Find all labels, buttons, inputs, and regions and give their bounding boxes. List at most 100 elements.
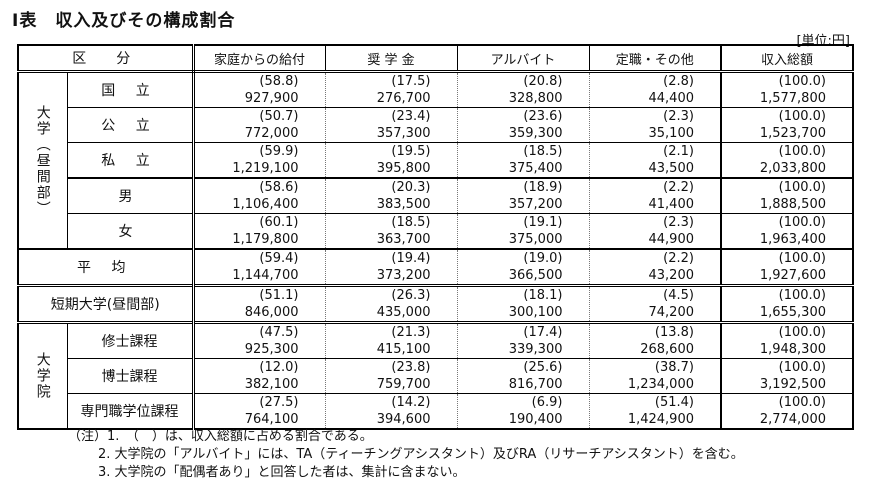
- percent: (50.7): [259, 109, 299, 124]
- group-univ: 大学（昼間部）: [17, 71, 68, 250]
- percent: (12.0): [259, 360, 299, 375]
- percent: (23.6): [523, 109, 563, 124]
- table-row: 女 (60.1) 1,179,800 (18.5) 363,700 (19.1) 375,0…: [18, 213, 854, 250]
- percent: (20.3): [391, 180, 431, 195]
- percent: (25.6): [523, 360, 563, 375]
- value-cell: (19.0) 366,500: [456, 248, 590, 286]
- value-cell: (38.7) 1,234,000: [588, 358, 722, 394]
- amount: 1,106,400: [232, 197, 299, 212]
- percent: (17.4): [523, 325, 563, 340]
- value-cell: (2.8) 44,400: [588, 71, 722, 108]
- value-cell: (100.0) 1,523,700: [720, 107, 854, 143]
- amount: 41,400: [648, 197, 695, 212]
- row-label: 国 立: [66, 71, 195, 108]
- value-cell: (19.4) 373,200: [324, 248, 458, 286]
- value-cell: (58.8) 927,900: [192, 71, 326, 108]
- amount: 1,948,300: [759, 342, 826, 357]
- amount: 1,888,500: [759, 197, 826, 212]
- percent: (19.1): [523, 215, 563, 230]
- percent: (100.0): [778, 360, 826, 375]
- value-cell: (14.2) 394,600: [324, 393, 458, 430]
- amount: 43,200: [648, 268, 695, 283]
- amount: 1,577,800: [759, 91, 826, 106]
- value-cell: (59.4) 1,144,700: [192, 248, 326, 286]
- amount: 366,500: [508, 268, 563, 283]
- value-cell: (18.5) 375,400: [456, 142, 590, 179]
- amount: 357,300: [376, 126, 431, 141]
- value-cell: (100.0) 2,774,000: [720, 393, 854, 430]
- value-cell: (100.0) 1,888,500: [720, 177, 854, 214]
- value-cell: (100.0) 2,033,800: [720, 142, 854, 179]
- row-label: 短期大学(昼間部): [17, 284, 195, 323]
- percent: (27.5): [259, 395, 299, 410]
- value-cell: (100.0) 1,927,600: [720, 248, 854, 286]
- percent: (58.6): [259, 180, 299, 195]
- table-row: 大学院 修士課程 (47.5) 925,300 (21.3) 415,100 (17.4) 3…: [17, 321, 854, 430]
- percent: (21.3): [391, 325, 431, 340]
- percent: (14.2): [391, 395, 431, 410]
- percent: (100.0): [778, 74, 826, 89]
- table-row: 大学（昼間部）国 立 (58.8) 927,900 (17.5) 276,700 (20.…: [17, 71, 854, 250]
- amount: 190,400: [508, 412, 563, 427]
- percent: (47.5): [259, 325, 299, 340]
- amount: 927,900: [244, 91, 299, 106]
- value-cell: (2.3) 35,100: [588, 107, 722, 143]
- table-row: 専門職学位課程 (27.5) 764,100 (14.2) 394,600 (6.9) 19…: [18, 393, 854, 430]
- percent: (51.4): [654, 395, 694, 410]
- amount: 383,500: [376, 197, 431, 212]
- header-home: 家庭からの給付: [192, 44, 326, 73]
- amount: 300,100: [508, 305, 563, 320]
- value-cell: (25.6) 816,700: [456, 358, 590, 394]
- percent: (58.8): [259, 74, 299, 89]
- value-cell: (12.0) 382,100: [192, 358, 326, 394]
- amount: 44,400: [648, 91, 695, 106]
- amount: 759,700: [376, 377, 431, 392]
- value-cell: (100.0) 1,948,300: [720, 321, 854, 359]
- amount: 375,400: [508, 161, 563, 176]
- amount: 395,800: [376, 161, 431, 176]
- header-fulltime: 定職・その他: [588, 44, 722, 73]
- header-scholarship: 奨 学 金: [324, 44, 458, 73]
- amount: 2,774,000: [759, 412, 826, 427]
- percent: (20.8): [523, 74, 563, 89]
- notes: （注）1. （ ）は、収入総額に占める割合である。 2. 大学院の「アルバイト」…: [68, 428, 744, 482]
- percent: (6.9): [531, 395, 563, 410]
- value-cell: (50.7) 772,000: [192, 107, 326, 143]
- amount: 375,000: [508, 232, 563, 247]
- amount: 373,200: [376, 268, 431, 283]
- note-1: （注）1. （ ）は、収入総額に占める割合である。: [68, 429, 373, 444]
- amount: 382,100: [244, 377, 299, 392]
- amount: 435,000: [376, 305, 431, 320]
- percent: (4.5): [663, 288, 694, 303]
- header-category: 区 分: [17, 44, 195, 73]
- amount: 1,424,900: [627, 412, 694, 427]
- percent: (100.0): [778, 109, 826, 124]
- group-grad: 大学院: [17, 321, 68, 430]
- percent: (2.8): [663, 74, 694, 89]
- percent: (2.3): [663, 109, 694, 124]
- percent: (100.0): [778, 215, 826, 230]
- value-cell: (100.0) 1,577,800: [720, 71, 854, 108]
- table-row: 短期大学(昼間部) (51.1) 846,000 (26.3) 435,000 (18.1…: [17, 284, 854, 323]
- row-label: 女: [66, 213, 195, 250]
- percent: (13.8): [654, 325, 694, 340]
- percent: (18.1): [523, 288, 563, 303]
- value-cell: (20.3) 383,500: [324, 177, 458, 214]
- row-label: 私 立: [66, 142, 195, 179]
- value-cell: (21.3) 415,100: [324, 321, 458, 359]
- percent: (18.9): [523, 180, 563, 195]
- page-title: I表 収入及びその構成割合: [12, 11, 236, 31]
- header-row: 区 分 家庭からの給付 奨 学 金 アルバイト 定職・その他 収入総額: [17, 44, 854, 73]
- percent: (100.0): [778, 395, 826, 410]
- amount: 1,219,100: [232, 161, 299, 176]
- note-2: 2. 大学院の「アルバイト」には、TA（ティーチングアシスタント）及びRA（リサ…: [98, 447, 744, 462]
- amount: 925,300: [244, 342, 299, 357]
- table-row: 私 立 (59.9) 1,219,100 (19.5) 395,800 (18.5) 375…: [18, 142, 854, 179]
- amount: 268,600: [640, 342, 694, 357]
- amount: 764,100: [244, 412, 299, 427]
- value-cell: (51.1) 846,000: [192, 284, 326, 323]
- amount: 2,033,800: [759, 161, 826, 176]
- value-cell: (23.6) 359,300: [456, 107, 590, 143]
- value-cell: (18.5) 363,700: [324, 213, 458, 250]
- amount: 74,200: [648, 305, 695, 320]
